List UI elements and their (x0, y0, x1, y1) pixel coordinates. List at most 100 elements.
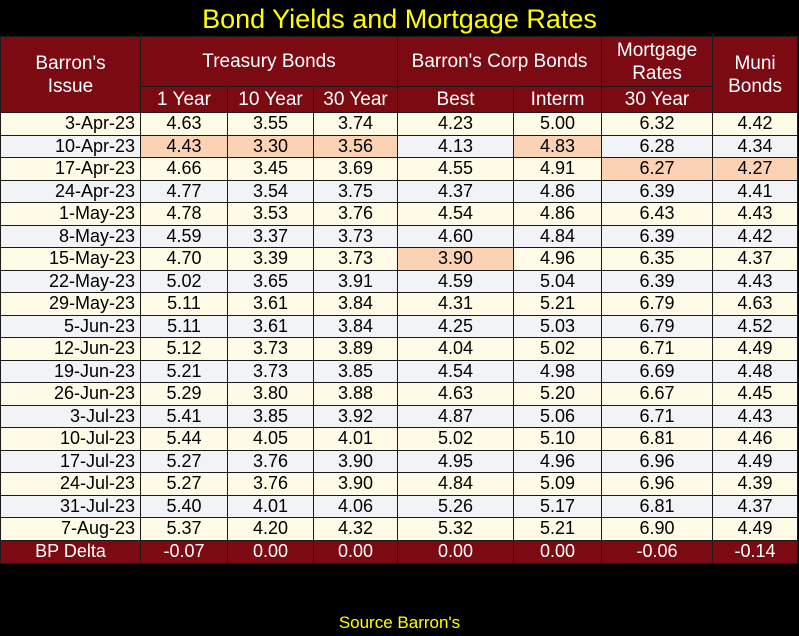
value-cell: 3.84 (312, 292, 399, 316)
value-cell: 4.54 (397, 359, 515, 383)
table-row: 17-Apr-23 4.66 3.45 3.69 4.55 4.91 6.27 4.27 (0, 157, 799, 181)
value-cell: 5.06 (513, 404, 603, 428)
value-cell: 4.25 (397, 314, 515, 338)
value-cell: 4.63 (712, 292, 799, 316)
value-cell: 5.12 (140, 337, 228, 361)
delta-cell: 0.00 (227, 539, 314, 564)
issue-date-cell: 5-Jun-23 (0, 314, 141, 338)
value-cell: 4.91 (513, 157, 603, 181)
table-row: 22-May-23 5.02 3.65 3.91 4.59 5.04 6.39 4.43 (0, 269, 799, 293)
value-cell: 5.21 (140, 359, 228, 383)
value-cell: 4.43 (712, 202, 799, 226)
value-cell: 6.81 (601, 427, 714, 451)
table-row: 12-Jun-23 5.12 3.73 3.89 4.04 5.02 6.71 4.49 (0, 337, 799, 361)
value-cell: 3.76 (227, 449, 314, 473)
bond-yields-table: Barron's Issue Treasury Bonds Barron's C… (0, 36, 799, 564)
value-cell: 4.43 (712, 269, 799, 293)
value-cell: 4.23 (397, 112, 515, 136)
issue-date-cell: 7-Aug-23 (0, 517, 141, 541)
value-cell: 5.09 (513, 472, 603, 496)
value-cell: 4.31 (397, 292, 515, 316)
value-cell: 3.90 (312, 472, 399, 496)
header-muni-line1: Muni (734, 52, 776, 74)
value-cell: 4.13 (397, 134, 515, 158)
value-cell: 3.84 (312, 314, 399, 338)
value-cell: 3.80 (227, 382, 314, 406)
value-cell: 6.79 (601, 292, 714, 316)
header-issue-line2: Issue (47, 75, 94, 97)
value-cell: 4.84 (513, 224, 603, 248)
highlighted-value-cell: 4.83 (513, 134, 603, 158)
issue-date-cell: 3-Jul-23 (0, 404, 141, 428)
value-cell: 4.32 (312, 517, 399, 541)
value-cell: 5.00 (513, 112, 603, 136)
value-cell: 6.71 (601, 404, 714, 428)
table-row: 29-May-23 5.11 3.61 3.84 4.31 5.21 6.79 4.63 (0, 292, 799, 316)
value-cell: 4.63 (140, 112, 228, 136)
value-cell: 5.04 (513, 269, 603, 293)
value-cell: 5.10 (513, 427, 603, 451)
table-row: 3-Apr-23 4.63 3.55 3.74 4.23 5.00 6.32 4.42 (0, 112, 799, 136)
issue-date-cell: 10-Jul-23 (0, 427, 141, 451)
table-row: 19-Jun-23 5.21 3.73 3.85 4.54 4.98 6.69 4.48 (0, 359, 799, 383)
value-cell: 3.91 (312, 269, 399, 293)
value-cell: 4.42 (712, 112, 799, 136)
value-cell: 6.32 (601, 112, 714, 136)
table-row: 24-Jul-23 5.27 3.76 3.90 4.84 5.09 6.96 4.39 (0, 472, 799, 496)
value-cell: 5.02 (140, 269, 228, 293)
value-cell: 4.41 (712, 179, 799, 203)
value-cell: 3.45 (227, 157, 314, 181)
value-cell: 3.37 (227, 224, 314, 248)
delta-cell: 0.00 (312, 539, 399, 564)
value-cell: 3.69 (312, 157, 399, 181)
value-cell: 4.04 (397, 337, 515, 361)
issue-date-cell: 22-May-23 (0, 269, 141, 293)
value-cell: 4.37 (397, 179, 515, 203)
header-corp-bonds: Barron's Corp Bonds (397, 36, 603, 87)
value-cell: 4.55 (397, 157, 515, 181)
highlighted-value-cell: 4.27 (712, 157, 799, 181)
issue-date-cell: 12-Jun-23 (0, 337, 141, 361)
value-cell: 4.86 (513, 202, 603, 226)
value-cell: 6.81 (601, 494, 714, 518)
value-cell: 5.44 (140, 427, 228, 451)
value-cell: 3.73 (312, 247, 399, 271)
header-issue-line1: Barron's (35, 52, 106, 74)
value-cell: 4.45 (712, 382, 799, 406)
value-cell: 3.65 (227, 269, 314, 293)
value-cell: 3.53 (227, 202, 314, 226)
value-cell: 5.21 (513, 517, 603, 541)
header-barrons-issue: Barron's Issue (0, 36, 141, 113)
issue-date-cell: 24-Apr-23 (0, 179, 141, 203)
value-cell: 6.39 (601, 224, 714, 248)
subheader-30-year: 30 Year (312, 86, 399, 113)
issue-date-cell: 3-Apr-23 (0, 112, 141, 136)
table-row: 7-Aug-23 5.37 4.20 4.32 5.32 5.21 6.90 4.49 (0, 517, 799, 541)
value-cell: 3.73 (312, 224, 399, 248)
value-cell: 6.79 (601, 314, 714, 338)
header-mortgage-rates: Mortgage Rates (601, 36, 714, 87)
table-row: 17-Jul-23 5.27 3.76 3.90 4.95 4.96 6.96 4.49 (0, 449, 799, 473)
table-row: 24-Apr-23 4.77 3.54 3.75 4.37 4.86 6.39 4.41 (0, 179, 799, 203)
header-treasury-bonds: Treasury Bonds (139, 36, 399, 87)
value-cell: 3.85 (227, 404, 314, 428)
value-cell: 4.63 (397, 382, 515, 406)
value-cell: 6.43 (601, 202, 714, 226)
bp-delta-label: BP Delta (0, 539, 141, 564)
value-cell: 3.89 (312, 337, 399, 361)
value-cell: 5.29 (140, 382, 228, 406)
value-cell: 5.41 (140, 404, 228, 428)
value-cell: 3.55 (227, 112, 314, 136)
value-cell: 4.37 (712, 494, 799, 518)
header-muni-line2: Bonds (728, 75, 782, 97)
value-cell: 4.49 (712, 517, 799, 541)
value-cell: 6.35 (601, 247, 714, 271)
issue-date-cell: 1-May-23 (0, 202, 141, 226)
value-cell: 4.42 (712, 224, 799, 248)
bp-delta-row: BP Delta -0.07 0.00 0.00 0.00 0.00 -0.06… (0, 539, 799, 564)
value-cell: 4.37 (712, 247, 799, 271)
value-cell: 3.61 (227, 292, 314, 316)
value-cell: 4.87 (397, 404, 515, 428)
value-cell: 6.39 (601, 179, 714, 203)
table-row: 8-May-23 4.59 3.37 3.73 4.60 4.84 6.39 4.42 (0, 224, 799, 248)
